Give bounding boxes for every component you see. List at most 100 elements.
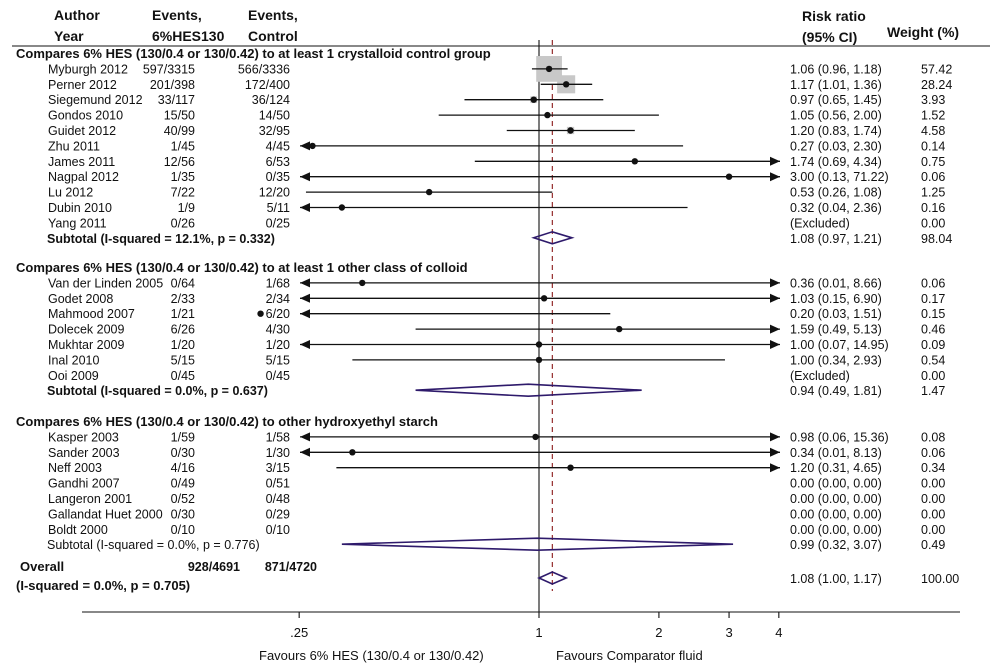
- study-risk-ratio: 0.27 (0.03, 2.30): [790, 139, 882, 153]
- study-events-control: 14/50: [259, 109, 290, 123]
- study-events-control: 0/25: [266, 216, 290, 230]
- study-events-control: 2/34: [266, 292, 290, 306]
- study-events-hes: 5/15: [171, 353, 195, 367]
- subtotal-weight: 1.47: [921, 384, 945, 398]
- study-risk-ratio: 0.97 (0.65, 1.45): [790, 93, 882, 107]
- study-events-hes: 0/10: [171, 523, 195, 537]
- header-author: Author: [54, 7, 100, 23]
- study-events-control: 12/20: [259, 186, 290, 200]
- study-name: Mahmood 2007: [48, 307, 135, 321]
- ci-arrow-right: [770, 293, 780, 303]
- study-name: Boldt 2000: [48, 523, 108, 537]
- header-year: Year: [54, 28, 84, 44]
- study-weight: 3.93: [921, 93, 945, 107]
- ci-arrow-right: [770, 278, 780, 288]
- study-events-control: 0/45: [266, 369, 290, 383]
- study-weight: 0.75: [921, 155, 945, 169]
- header-events-control-line2: Control: [248, 28, 298, 44]
- study-weight: 0.09: [921, 338, 945, 352]
- study-name: Perner 2012: [48, 78, 117, 92]
- study-name: Nagpal 2012: [48, 170, 119, 184]
- point-estimate: [567, 464, 574, 471]
- header-events-control-line1: Events,: [248, 7, 298, 23]
- overall-diamond: [537, 571, 569, 585]
- point-estimate: [545, 65, 553, 73]
- study-name: Dolecek 2009: [48, 323, 124, 337]
- study-events-hes: 6/26: [171, 323, 195, 337]
- study-events-hes: 7/22: [171, 186, 195, 200]
- point-estimate: [425, 188, 433, 196]
- overall-stats: (I-squared = 0.0%, p = 0.705): [16, 578, 190, 593]
- subtotal-diamond: [531, 230, 575, 245]
- point-estimate: [257, 310, 264, 317]
- study-weight: 0.14: [921, 139, 945, 153]
- study-risk-ratio: 1.17 (1.01, 1.36): [790, 78, 882, 92]
- overall-risk-ratio: 1.08 (1.00, 1.17): [790, 572, 882, 586]
- study-events-hes: 201/398: [150, 78, 195, 92]
- study-risk-ratio: 1.74 (0.69, 4.34): [790, 155, 882, 169]
- study-risk-ratio: 0.00 (0.00, 0.00): [790, 477, 882, 491]
- subtotal-label: Subtotal (I-squared = 12.1%, p = 0.332): [47, 232, 275, 246]
- study-events-hes: 15/50: [164, 109, 195, 123]
- study-risk-ratio: 0.34 (0.01, 8.13): [790, 446, 882, 460]
- column-headers: Author Year Events, 6%HES130 Events, Con…: [54, 7, 959, 45]
- study-events-control: 6/20: [266, 307, 290, 321]
- study-events-hes: 1/20: [171, 338, 195, 352]
- study-risk-ratio: 1.03 (0.15, 6.90): [790, 292, 882, 306]
- study-events-control: 32/95: [259, 124, 290, 138]
- study-weight: 0.54: [921, 353, 945, 367]
- study-name: Gondos 2010: [48, 109, 123, 123]
- ci-arrow-left: [300, 432, 310, 442]
- study-events-control: 5/15: [266, 353, 290, 367]
- study-weight: 0.00: [921, 507, 945, 521]
- study-events-control: 3/15: [266, 461, 290, 475]
- study-events-hes: 2/33: [171, 292, 195, 306]
- ci-arrow-left: [300, 447, 310, 457]
- x-tick-label: 1: [535, 625, 542, 640]
- study-weight: 0.08: [921, 430, 945, 444]
- study-risk-ratio: (Excluded): [790, 369, 850, 383]
- x-tick-label: .25: [290, 625, 308, 640]
- study-name: Siegemund 2012: [48, 93, 143, 107]
- subtotal-weight: 0.49: [921, 538, 945, 552]
- study-weight: 28.24: [921, 78, 952, 92]
- study-events-control: 566/3336: [238, 62, 290, 76]
- study-events-hes: 0/30: [171, 507, 195, 521]
- ci-arrow-right: [770, 463, 780, 473]
- ci-arrow-left: [300, 141, 310, 151]
- study-risk-ratio: 0.53 (0.26, 1.08): [790, 186, 882, 200]
- subtotal-label: Subtotal (I-squared = 0.0%, p = 0.776): [47, 538, 260, 552]
- study-name: Langeron 2001: [48, 492, 132, 506]
- favours-left-label: Favours 6% HES (130/0.4 or 130/0.42): [259, 648, 484, 663]
- study-name: Myburgh 2012: [48, 62, 128, 76]
- study-name: Kasper 2003: [48, 430, 119, 444]
- study-name: Van der Linden 2005: [48, 276, 163, 290]
- study-events-hes: 0/45: [171, 369, 195, 383]
- ci-arrow-left: [300, 203, 310, 212]
- ci-arrow-left: [300, 172, 310, 182]
- study-name: Guidet 2012: [48, 124, 116, 138]
- study-risk-ratio: 0.00 (0.00, 0.00): [790, 492, 882, 506]
- ci-arrow-right: [770, 156, 780, 166]
- study-events-control: 0/48: [266, 492, 290, 506]
- study-events-hes: 0/64: [171, 276, 195, 290]
- study-events-control: 1/58: [266, 430, 290, 444]
- study-events-control: 6/53: [266, 155, 290, 169]
- study-events-control: 1/20: [266, 338, 290, 352]
- point-estimate: [532, 433, 539, 441]
- ci-arrow-left: [300, 293, 310, 303]
- study-name: Ooi 2009: [48, 369, 99, 383]
- study-events-hes: 0/52: [171, 492, 195, 506]
- subtotal-risk-ratio: 0.94 (0.49, 1.81): [790, 384, 882, 398]
- x-tick-label: 3: [725, 625, 732, 640]
- point-estimate: [567, 127, 574, 134]
- ci-arrow-left: [300, 278, 310, 288]
- study-name: James 2011: [48, 155, 115, 169]
- study-events-control: 0/51: [266, 477, 290, 491]
- header-events-hes-line1: Events,: [152, 7, 202, 23]
- point-estimate: [338, 204, 346, 211]
- study-events-hes: 1/35: [171, 170, 195, 184]
- study-events-hes: 0/49: [171, 477, 195, 491]
- study-weight: 0.17: [921, 292, 945, 306]
- study-events-control: 36/124: [252, 93, 290, 107]
